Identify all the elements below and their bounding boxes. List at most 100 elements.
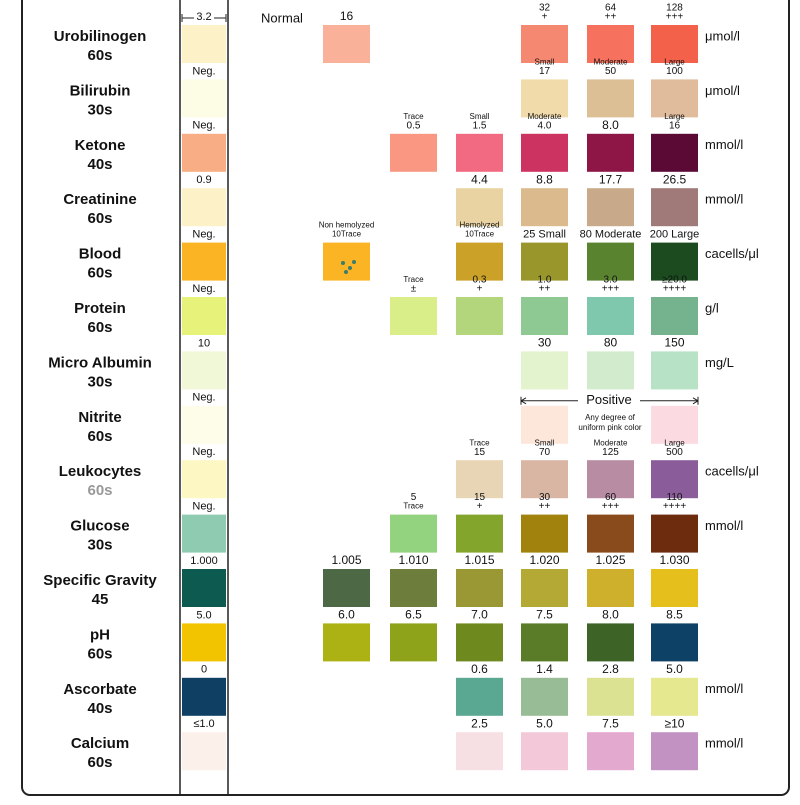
test-time: 40s [87, 700, 112, 717]
cell-label: 1.0 [538, 275, 552, 286]
test-time: 60s [87, 47, 112, 64]
color-swatch [651, 677, 698, 716]
cell-label: Trace [469, 438, 490, 447]
unit: mmol/l [705, 736, 743, 751]
strip-label: Neg. [192, 501, 215, 513]
cell-label: 128 [666, 3, 683, 14]
test-name: Protein [74, 300, 126, 317]
test-time: 30s [87, 537, 112, 554]
unit: g/l [705, 300, 719, 315]
color-swatch [521, 514, 568, 553]
strip-label: 5.0 [196, 609, 211, 621]
unit: mmol/l [705, 137, 743, 152]
strip-swatch [182, 351, 226, 390]
color-swatch [323, 569, 370, 607]
strip-swatch [182, 677, 226, 716]
color-swatch [587, 460, 634, 499]
test-time: 45 [92, 591, 109, 608]
cell-label: 2.8 [602, 662, 619, 676]
strip-label: Neg. [192, 283, 215, 295]
cell-label: 8.0 [602, 118, 619, 132]
cell-label: 26.5 [663, 172, 687, 186]
color-swatch [390, 514, 437, 553]
cell-label: 1.010 [398, 553, 428, 567]
color-swatch [587, 242, 634, 281]
cell-label: 1.5 [473, 120, 487, 131]
strip-label: Neg. [192, 229, 215, 241]
positive-title: Positive [586, 392, 632, 407]
cell-label: 8.0 [602, 608, 619, 622]
cell-label: 16 [340, 9, 354, 23]
color-swatch [587, 732, 634, 771]
color-swatch [456, 460, 503, 499]
blood-dot [348, 266, 352, 270]
cell-label: ± [411, 284, 417, 295]
cell-label: 17 [539, 66, 551, 77]
strip-label: 1.000 [190, 555, 218, 567]
cell-label: 6.5 [405, 608, 422, 622]
cell-label: 3.0 [604, 275, 618, 286]
test-name: Blood [79, 246, 122, 263]
strip-swatch [182, 297, 226, 335]
cell-label: 25 Small [523, 229, 566, 241]
color-swatch [323, 25, 370, 63]
color-swatch [651, 351, 698, 390]
cell-label: 15 [474, 447, 486, 458]
color-swatch [521, 623, 568, 662]
color-swatch [456, 133, 503, 172]
color-swatch [587, 623, 634, 662]
strip-swatch [182, 514, 226, 553]
cell-label: 10Trace [332, 230, 362, 239]
test-name: Specific Gravity [43, 572, 157, 589]
color-swatch [587, 188, 634, 227]
range-arrow [181, 14, 227, 22]
cell-label: 30 [538, 336, 552, 350]
blood-dot [341, 261, 345, 265]
color-swatch [521, 405, 568, 444]
cell-label: Large [664, 112, 685, 121]
cell-label: 500 [666, 447, 683, 458]
cell-label: 5.0 [536, 716, 553, 730]
cell-label: Trace [403, 275, 424, 284]
cell-label: 150 [664, 336, 684, 350]
cell-label: 5.0 [666, 662, 683, 676]
cell-label: Moderate [594, 58, 628, 67]
unit: μmol/l [705, 83, 740, 98]
test-name: pH [90, 626, 110, 643]
cell-label: 125 [602, 447, 619, 458]
strip-label: 10 [198, 337, 210, 349]
cell-label: 10Trace [465, 230, 495, 239]
unit: mg/L [705, 355, 734, 370]
color-swatch [651, 623, 698, 662]
strip-swatch [182, 133, 226, 172]
strip-swatch [182, 569, 226, 607]
frame [21, 0, 790, 796]
color-swatch [521, 242, 568, 281]
unit: mmol/l [705, 192, 743, 207]
test-time: 30s [87, 373, 112, 390]
test-name: Bilirubin [70, 82, 131, 99]
cell-label: 4.0 [538, 120, 552, 131]
test-time: 60s [87, 482, 112, 499]
test-name: Micro Albumin [48, 354, 152, 371]
test-name: Ascorbate [63, 681, 136, 698]
test-name: Glucose [70, 518, 129, 535]
cell-label: 1.030 [659, 553, 689, 567]
color-swatch [521, 569, 568, 607]
cell-label: ≥20.0 [662, 275, 687, 286]
test-time: 60s [87, 265, 112, 282]
cell-label: Hemolyzed [459, 221, 499, 230]
color-swatch [651, 188, 698, 227]
color-swatch [521, 25, 568, 63]
color-swatch [651, 79, 698, 118]
color-swatch [651, 732, 698, 771]
cell-label: 15 [474, 492, 486, 503]
color-swatch [323, 242, 370, 281]
color-swatch [390, 297, 437, 335]
cell-label: Trace [403, 112, 424, 121]
strip-swatch [182, 79, 226, 118]
cell-label: 80 [604, 336, 618, 350]
cell-label: Large [664, 438, 685, 447]
cell-label: + [477, 284, 483, 295]
color-swatch [456, 242, 503, 281]
